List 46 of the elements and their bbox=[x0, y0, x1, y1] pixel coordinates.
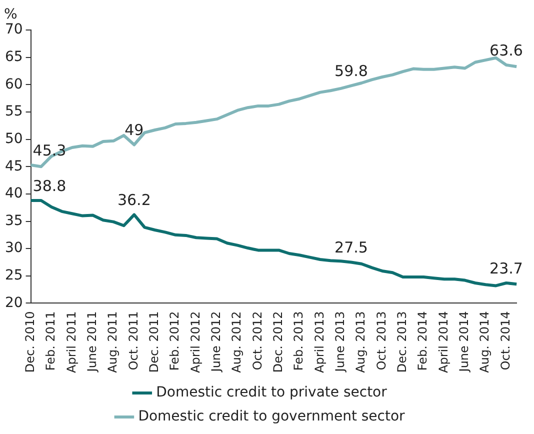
y-tick-label: 30 bbox=[4, 240, 23, 256]
x-tick-label: Dec. 2013 bbox=[395, 311, 410, 373]
x-tick-label: Aug. 2011 bbox=[106, 311, 120, 373]
x-tick-label: Oct. 2014 bbox=[498, 311, 512, 370]
x-tick-label: Feb. 2012 bbox=[168, 311, 182, 371]
x-tick-label: Dec. 2010 bbox=[22, 311, 37, 373]
x-tick-label: Feb. 2011 bbox=[44, 311, 58, 371]
x-tick-label: Feb. 2013 bbox=[292, 311, 306, 371]
x-tick-label: Aug. 2013 bbox=[354, 311, 368, 373]
data-label: 45.3 bbox=[32, 141, 66, 160]
data-label: 59.8 bbox=[334, 62, 368, 80]
y-tick-label: 60 bbox=[4, 76, 23, 92]
y-tick-label: 65 bbox=[4, 48, 23, 65]
y-tick-label: 55 bbox=[4, 104, 23, 120]
data-label: 23.7 bbox=[490, 259, 523, 278]
x-tick-label: June 2014 bbox=[457, 311, 472, 373]
y-tick-label: 25 bbox=[4, 268, 23, 284]
x-tick-label: April 2014 bbox=[436, 311, 450, 373]
y-tick-label: 20 bbox=[4, 294, 23, 311]
data-label: 49 bbox=[124, 121, 144, 140]
data-label: 27.5 bbox=[334, 238, 368, 257]
legend-label: Domestic credit to government sector bbox=[138, 408, 406, 425]
y-tick-label: 35 bbox=[4, 212, 23, 229]
y-tick-label: 50 bbox=[4, 130, 23, 147]
y-tick-label: 70 bbox=[4, 22, 23, 38]
x-tick-label: June 2013 bbox=[333, 311, 348, 373]
x-tick-label: Oct. 2012 bbox=[250, 311, 264, 370]
x-tick-label: April 2013 bbox=[312, 311, 326, 373]
y-tick-label: 45 bbox=[4, 158, 23, 174]
y-axis-title: % bbox=[4, 6, 18, 23]
x-tick-label: April 2012 bbox=[188, 311, 202, 373]
x-tick-label: Dec. 2012 bbox=[271, 311, 285, 373]
x-tick-label: Aug. 2014 bbox=[478, 311, 492, 373]
y-tick-label: 40 bbox=[4, 186, 23, 202]
data-label: 36.2 bbox=[117, 191, 151, 210]
x-tick-label: Feb. 2014 bbox=[416, 311, 430, 371]
x-tick-label: April 2011 bbox=[64, 311, 78, 373]
x-tick-label: Oct. 2013 bbox=[374, 311, 388, 370]
x-tick-label: Aug. 2012 bbox=[230, 311, 244, 373]
x-tick-label: Dec. 2011 bbox=[146, 311, 161, 373]
x-tick-label: June 2012 bbox=[208, 311, 223, 373]
x-tick-label: Oct. 2011 bbox=[126, 311, 140, 370]
x-tick-label: June 2011 bbox=[84, 311, 99, 373]
data-label: 38.8 bbox=[32, 176, 66, 195]
legend-label: Domestic credit to private sector bbox=[156, 384, 388, 401]
data-label: 63.6 bbox=[490, 41, 523, 60]
